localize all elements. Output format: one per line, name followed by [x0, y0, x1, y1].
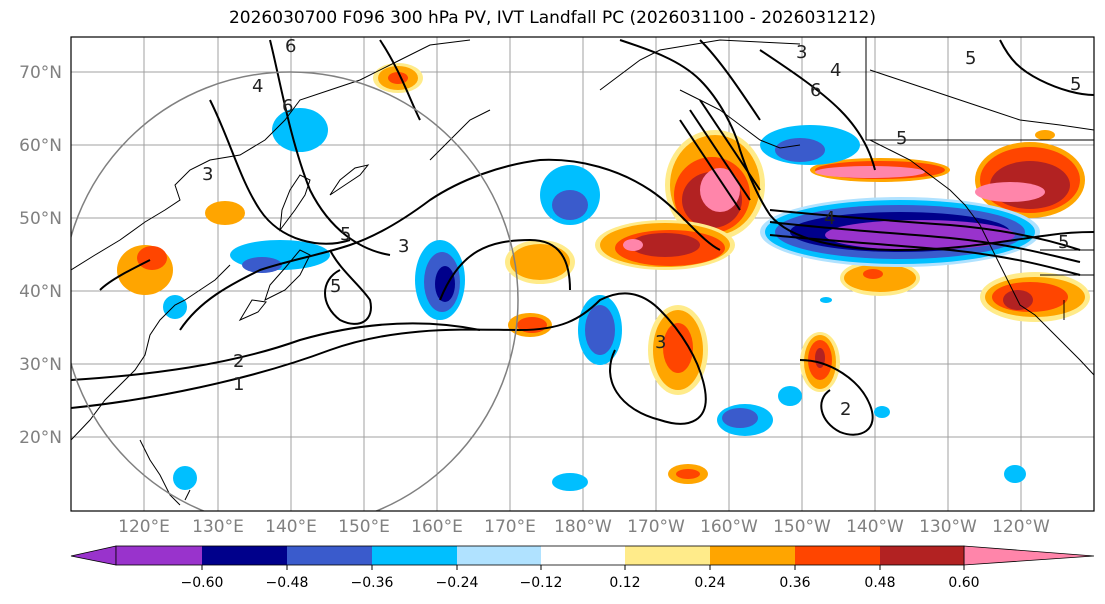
lat-label: 40°N: [19, 282, 62, 302]
contour-label: 5: [965, 48, 976, 69]
colorbar-segment: [116, 546, 202, 565]
latitude-labels: 70°N 60°N 50°N 40°N 30°N 20°N: [19, 63, 62, 448]
lat-label: 70°N: [19, 63, 62, 83]
contour-label: 1: [233, 374, 244, 395]
contour-label: 4: [830, 60, 841, 81]
colorbar-label: −0.24: [436, 575, 479, 591]
contour-label: 4: [824, 208, 835, 229]
lon-label: 170°W: [627, 517, 685, 537]
colorbar-segment: [710, 546, 795, 565]
contour-label: 5: [896, 128, 907, 149]
colorbar-segment: [795, 546, 880, 565]
contour-label: 5: [330, 276, 341, 297]
colorbar-label: −0.36: [351, 575, 394, 591]
lat-label: 50°N: [19, 209, 62, 229]
lon-label: 120°E: [118, 517, 170, 537]
colorbar-label: 0.12: [609, 575, 640, 591]
contour-label: 5: [340, 224, 351, 245]
colorbar-segment: [625, 546, 710, 565]
colorbar-segment: [457, 546, 541, 565]
contour-label: 2: [233, 351, 244, 372]
colorbar-label: 0.60: [948, 575, 979, 591]
lat-label: 20°N: [19, 428, 62, 448]
map-title: 2026030700 F096 300 hPa PV, IVT Landfall…: [228, 8, 876, 28]
lat-label: 30°N: [19, 355, 62, 375]
lon-label: 130°W: [919, 517, 977, 537]
longitude-labels: 120°E 130°E 140°E 150°E 160°E 170°E 180°…: [118, 517, 1050, 537]
lon-label: 140°W: [846, 517, 904, 537]
lon-label: 170°E: [484, 517, 536, 537]
colorbar-label: 0.24: [694, 575, 725, 591]
contour-label: 6: [282, 96, 293, 117]
coastlines: [71, 37, 1094, 506]
radius-circle: [71, 71, 519, 511]
colorbar-ticks: [201, 565, 965, 570]
colorbar-label: −0.12: [520, 575, 563, 591]
lon-label: 130°E: [192, 517, 244, 537]
contour-label: 2: [840, 399, 851, 420]
lat-label: 60°N: [19, 136, 62, 156]
contour-label: 3: [796, 42, 807, 63]
colorbar-label: −0.60: [181, 575, 224, 591]
colorbar-label: 0.48: [864, 575, 895, 591]
colorbar-segment: [880, 546, 964, 565]
colorbar: −0.60 −0.48 −0.36 −0.24 −0.12 0.12 0.24 …: [70, 545, 1095, 591]
pv-contours: [71, 39, 1094, 436]
lon-label: 180°W: [554, 517, 612, 537]
lon-label: 150°W: [773, 517, 831, 537]
positive-anomalies: [117, 63, 1090, 484]
colorbar-label: 0.36: [779, 575, 810, 591]
colorbar-segment: [541, 546, 625, 565]
contour-label: 5: [1058, 232, 1069, 253]
contour-label: 4: [252, 76, 263, 97]
lon-label: 150°E: [338, 517, 390, 537]
colorbar-segment: [287, 546, 372, 565]
contour-label: 3: [398, 236, 409, 257]
lon-label: 120°W: [992, 517, 1050, 537]
contour-label: 6: [810, 80, 821, 101]
colorbar-extend-low: [70, 545, 117, 566]
contour-labels: 1 2 3 3 4 5 5 6 6 3 4 6 5 4 5 5 5 3 2: [202, 36, 1081, 420]
colorbar-segment: [202, 546, 287, 565]
lon-label: 160°W: [700, 517, 758, 537]
contour-label: 5: [1070, 74, 1081, 95]
lon-label: 160°E: [411, 517, 463, 537]
map-border: [70, 36, 1095, 512]
colorbar-segment: [372, 546, 457, 565]
colorbar-label: −0.48: [266, 575, 309, 591]
contour-label: 3: [655, 332, 666, 353]
colorbar-extend-high: [963, 545, 1095, 566]
contour-label: 3: [202, 164, 213, 185]
lon-label: 140°E: [265, 517, 317, 537]
contour-label: 6: [285, 36, 296, 57]
